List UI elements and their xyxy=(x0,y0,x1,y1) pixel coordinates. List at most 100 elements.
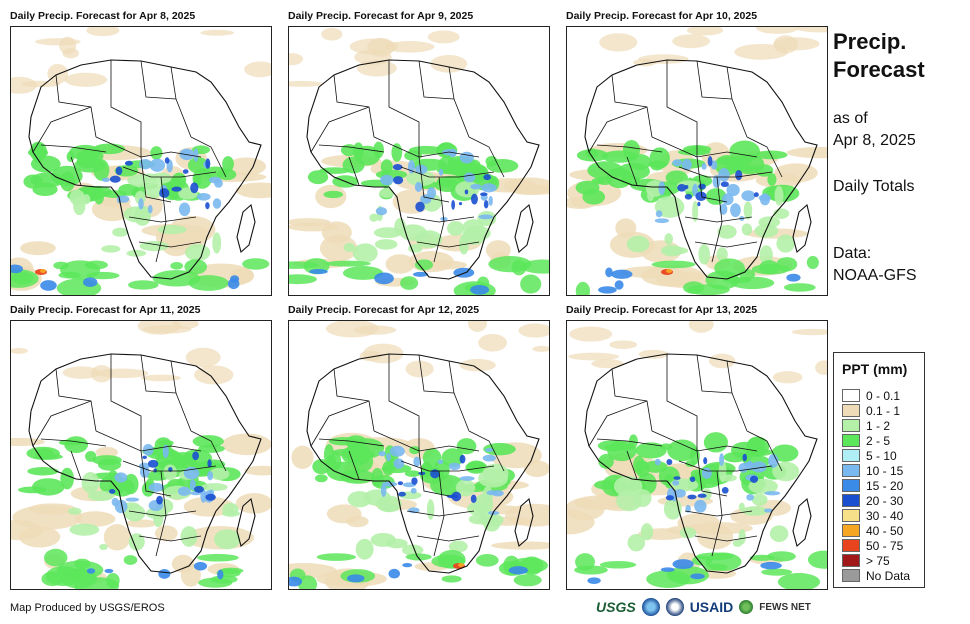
precip-blob xyxy=(458,563,464,567)
precip-blob xyxy=(342,156,365,174)
country-border xyxy=(122,460,217,472)
precip-blob xyxy=(415,230,443,249)
precip-blob xyxy=(193,148,199,162)
coastline xyxy=(584,59,818,280)
precip-blob xyxy=(162,444,169,458)
precip-blob xyxy=(200,483,228,492)
precip-blob xyxy=(524,460,549,478)
legend-label: > 75 xyxy=(866,553,890,568)
precip-blob xyxy=(414,181,423,192)
precip-blob xyxy=(349,38,398,55)
precip-blob xyxy=(11,264,23,274)
noaa-logo-icon xyxy=(641,598,660,616)
precip-blob xyxy=(410,487,417,494)
country-border xyxy=(95,136,202,158)
precip-blob xyxy=(773,37,820,51)
precip-blob xyxy=(703,432,728,453)
precip-blob xyxy=(346,515,369,528)
data-source-block: Data: NOAA-GFS xyxy=(833,243,917,287)
country-border xyxy=(418,354,455,394)
precip-blob xyxy=(415,201,425,212)
precip-blob xyxy=(591,177,605,185)
precip-blob xyxy=(141,374,181,382)
precip-blob xyxy=(599,560,637,569)
precip-blob xyxy=(760,561,782,570)
precip-blob xyxy=(158,569,171,579)
state-seal-icon xyxy=(665,598,684,616)
country-border xyxy=(684,216,753,223)
precip-blob xyxy=(758,194,771,201)
precip-blob xyxy=(605,267,613,278)
legend-swatch xyxy=(842,524,860,537)
precip-blob xyxy=(464,189,469,195)
country-border xyxy=(433,470,445,557)
precip-blob xyxy=(415,164,428,175)
precip-blob xyxy=(722,193,734,206)
country-border xyxy=(711,176,723,263)
legend-label: 5 - 10 xyxy=(866,448,897,463)
as-of-block: as of Apr 8, 2025 xyxy=(833,108,916,152)
legend-label: 0.1 - 1 xyxy=(866,403,901,418)
coastline xyxy=(236,497,256,547)
country-border xyxy=(388,354,420,451)
precip-blob xyxy=(99,543,108,550)
country-border xyxy=(418,156,450,203)
precip-blob xyxy=(73,196,86,216)
precip-blob xyxy=(763,508,773,513)
country-border xyxy=(70,156,82,186)
precip-blob xyxy=(459,476,475,481)
country-border xyxy=(678,166,773,178)
country-border xyxy=(596,144,663,153)
precip-blob xyxy=(742,453,747,462)
country-border xyxy=(32,106,92,153)
precip-blob xyxy=(138,198,144,210)
country-border xyxy=(190,430,227,472)
precip-blob xyxy=(58,271,81,279)
precip-blob xyxy=(139,465,150,478)
country-border xyxy=(588,400,648,447)
country-border xyxy=(140,60,177,100)
precip-blob xyxy=(749,554,775,561)
legend-item: 1 - 2 xyxy=(842,418,890,433)
country-border xyxy=(190,136,227,178)
precip-blob xyxy=(772,371,803,384)
precip-blob xyxy=(575,553,595,571)
precip-blob xyxy=(17,486,47,494)
precip-blob xyxy=(587,577,601,584)
side-title-line2: Forecast xyxy=(833,57,925,82)
precip-blob xyxy=(665,170,688,185)
coastline xyxy=(28,59,262,280)
legend-item: 20 - 30 xyxy=(842,493,903,508)
country-border xyxy=(651,136,758,158)
precip-blob xyxy=(207,459,212,468)
country-border xyxy=(348,450,360,480)
precip-blob xyxy=(178,202,191,217)
precip-blob xyxy=(235,493,271,514)
precip-blob xyxy=(697,493,707,498)
precip-blob xyxy=(86,568,96,574)
precip-blob xyxy=(698,243,710,265)
precip-blob xyxy=(348,438,385,459)
country-border xyxy=(333,74,375,138)
precip-blob xyxy=(485,447,494,452)
precip-blob xyxy=(751,461,767,473)
precip-blob xyxy=(513,574,542,587)
country-border xyxy=(406,510,475,517)
precip-blob xyxy=(430,474,465,496)
precip-blob xyxy=(73,558,91,570)
coastline xyxy=(792,497,812,547)
legend-item: 50 - 75 xyxy=(842,538,903,553)
precip-blob xyxy=(672,480,680,486)
precip-blob xyxy=(671,493,677,502)
precip-blob xyxy=(92,455,122,466)
precip-blob xyxy=(478,334,508,352)
precip-map xyxy=(10,320,272,590)
side-title-line1: Precip. xyxy=(833,29,907,54)
country-border xyxy=(40,438,107,447)
precip-blob xyxy=(125,497,140,502)
precip-blob xyxy=(386,452,391,462)
precip-blob xyxy=(391,143,403,162)
legend-swatch xyxy=(842,434,860,447)
legend-swatch xyxy=(842,479,860,492)
precip-blob xyxy=(400,276,419,290)
